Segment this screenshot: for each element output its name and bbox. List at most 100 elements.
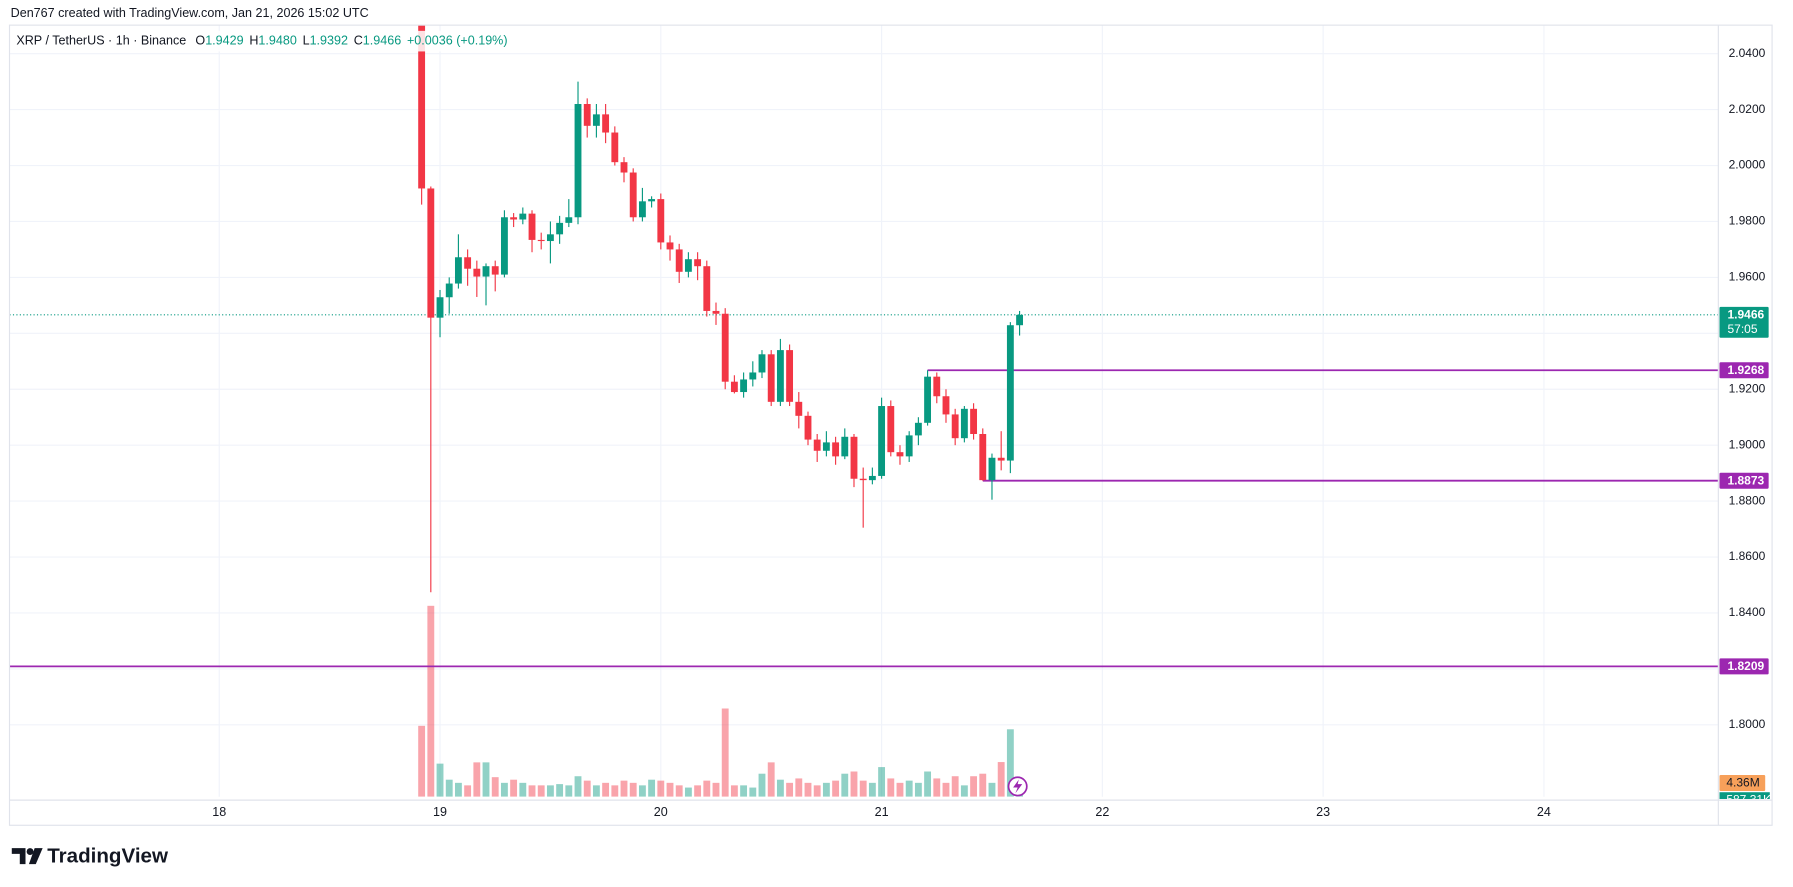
candle-body [648, 199, 656, 202]
candle-body [942, 396, 950, 415]
volume-bar [684, 787, 692, 797]
candle-body [620, 162, 628, 173]
candle-body [758, 354, 766, 373]
candle-body [749, 372, 757, 380]
volume-last-label: 587.31K [1726, 792, 1771, 806]
volume-bar [694, 785, 702, 797]
candle-body [979, 433, 987, 481]
level-label: 1.9268 [1727, 363, 1764, 377]
volume-bar [896, 782, 904, 797]
candle-body [418, 25, 426, 189]
volume-bar [1006, 729, 1014, 797]
candle-body [445, 283, 453, 298]
candle-body [556, 222, 564, 235]
volume-bar [583, 780, 591, 797]
volume-bar [804, 782, 812, 797]
y-tick-label: 2.0000 [1729, 158, 1766, 172]
countdown: 57:05 [1727, 322, 1757, 336]
candle-body [997, 457, 1005, 461]
volume-bar [491, 777, 499, 797]
x-tick-label: 20 [654, 805, 668, 819]
volume-last-box [1719, 792, 1770, 799]
candle-body [767, 354, 775, 402]
candle-body [951, 414, 959, 439]
pane-border [8, 24, 1773, 826]
volume-bar [703, 780, 711, 797]
volume-bar [942, 782, 950, 797]
last-price-label: 1.9466 [1727, 308, 1764, 322]
candle-body [960, 408, 968, 439]
candle-body [924, 376, 932, 423]
candle-body [813, 439, 821, 451]
volume-bar [740, 785, 748, 797]
volume-bar [500, 782, 508, 797]
level-label: 1.8209 [1727, 659, 1764, 673]
volume-bar [970, 776, 978, 797]
candle-body [896, 452, 904, 457]
y-tick-label: 1.8600 [1729, 549, 1766, 563]
volume-bar [979, 773, 987, 797]
candle-body [482, 266, 490, 277]
volume-bar [776, 779, 784, 797]
header: Den767 created with TradingView.com, Jan… [10, 6, 508, 52]
volume-bar [565, 785, 573, 797]
change: +0.0036 (+0.19%) [407, 33, 508, 47]
ohlc-value: 1.9466 [363, 33, 401, 47]
candle-body [611, 132, 619, 163]
axes [8, 24, 1773, 826]
candle-body [970, 408, 978, 434]
candle-body [583, 104, 591, 126]
volume-bar [611, 785, 619, 797]
candle-body [1006, 325, 1014, 461]
brand-name: TradingView [47, 845, 169, 868]
ohlc-value: 1.9480 [258, 33, 296, 47]
y-tick-label: 1.9800 [1729, 214, 1766, 228]
candle-body [721, 313, 729, 382]
candle-body [491, 266, 499, 275]
volume-bar [767, 762, 775, 797]
volume-bar [592, 785, 600, 797]
candle-body [878, 406, 886, 476]
candle-body [694, 259, 702, 267]
ohlc-key: L [303, 33, 310, 47]
volume-bar [887, 778, 895, 797]
volume-bar [537, 785, 545, 797]
candle-body [832, 442, 840, 457]
candles [418, 25, 1024, 593]
candle-body [574, 104, 582, 218]
volume-bar [454, 782, 462, 797]
y-tick-label: 2.0400 [1729, 46, 1766, 60]
volume-bar [822, 782, 830, 797]
axis-labels: 1.80001.82001.84001.86001.88001.90001.92… [212, 46, 1771, 819]
volume-bar [997, 762, 1005, 797]
x-tick-label: 22 [1095, 805, 1109, 819]
y-tick-label: 1.8800 [1729, 493, 1766, 507]
candle-body [454, 257, 462, 284]
volume-bar [436, 763, 444, 797]
volume-bar [749, 787, 757, 797]
x-tick-label: 21 [875, 805, 889, 819]
y-tick-label: 1.9200 [1729, 381, 1766, 395]
volume-bar [905, 780, 913, 797]
candle-body [933, 376, 941, 397]
volume-bar [758, 773, 766, 797]
volume-bar [878, 767, 886, 797]
y-tick-label: 1.8400 [1729, 605, 1766, 619]
volume-bar [960, 785, 968, 797]
candle-body [712, 310, 720, 314]
candle-body [675, 249, 683, 272]
alert-bolt [1013, 779, 1023, 794]
candle-body [850, 436, 858, 479]
candle-body [914, 422, 922, 436]
volume-bar [418, 725, 426, 797]
candle-body [436, 297, 444, 318]
candle-body [464, 257, 472, 269]
x-tick-label: 24 [1537, 805, 1551, 819]
candle-body [565, 217, 573, 223]
header-backdrop [10, 30, 491, 52]
volume-bar [841, 773, 849, 797]
volume-bar [473, 762, 481, 797]
candle-body [629, 172, 637, 218]
